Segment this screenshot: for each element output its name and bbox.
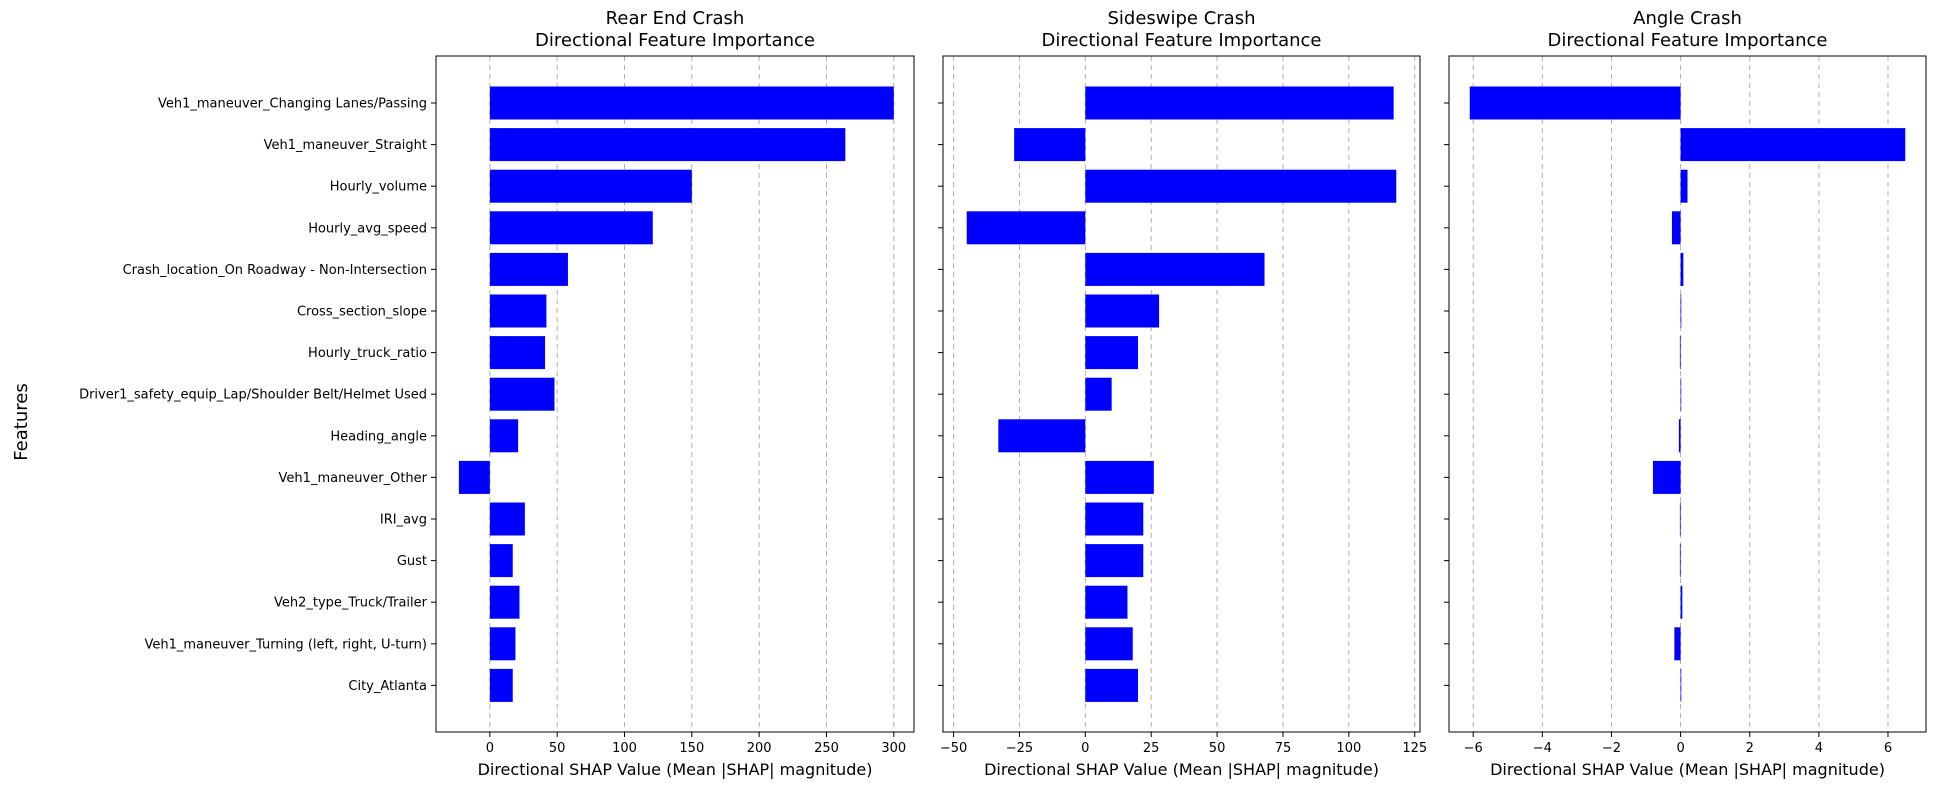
bar-9	[1678, 419, 1681, 453]
bar-14	[489, 627, 516, 661]
chart-title-line1: Angle Crash	[1633, 8, 1742, 29]
bar-4	[489, 211, 653, 245]
x-tick-label: 4	[1815, 741, 1823, 756]
y-tick-label: Hourly_avg_speed	[308, 221, 427, 236]
x-tick-label: 0	[1676, 741, 1684, 756]
bar-12	[489, 544, 513, 578]
bar-6	[1680, 294, 1682, 328]
bar-12	[1085, 544, 1144, 578]
chart-panels: 0 50 100 150 200 250 300Veh1_maneuver_Changing…	[79, 8, 1927, 779]
y-tick-label: Veh1_maneuver_Straight	[264, 138, 427, 153]
x-tick-label: −6	[1464, 741, 1483, 756]
x-tick-label: 75	[1275, 741, 1292, 756]
bar-8	[489, 377, 555, 411]
bar-5	[489, 252, 568, 286]
bar-1	[489, 86, 894, 120]
bar-14	[1085, 627, 1133, 661]
y-tick-label: Veh1_maneuver_Turning (left, right, U-tu…	[144, 637, 427, 652]
x-axis-label: Directional SHAP Value (Mean |SHAP| magn…	[984, 760, 1379, 779]
x-tick-label: 250	[814, 741, 839, 756]
bar-7	[1679, 336, 1681, 370]
y-tick-label: Veh2_type_Truck/Trailer	[274, 596, 428, 611]
x-tick-label: 0	[1081, 741, 1089, 756]
bar-11	[1085, 502, 1144, 536]
x-tick-label: 100	[612, 741, 637, 756]
y-tick-label: Hourly_truck_ratio	[308, 346, 427, 361]
bar-2	[489, 128, 846, 162]
bar-15	[1680, 668, 1682, 702]
bar-13	[1680, 585, 1683, 619]
x-tick-label: 6	[1884, 741, 1892, 756]
bar-8	[1680, 377, 1682, 411]
bar-13	[1085, 585, 1128, 619]
y-tick-label: Crash_location_On Roadway - Non-Intersec…	[123, 263, 427, 278]
bar-4	[1671, 211, 1681, 245]
x-tick-label: 300	[881, 741, 906, 756]
y-tick-label: Hourly_volume	[330, 180, 427, 195]
bar-4	[966, 211, 1086, 245]
x-tick-label: −50	[940, 741, 967, 756]
bar-6	[489, 294, 547, 328]
x-axis-label: Directional SHAP Value (Mean |SHAP| magn…	[1490, 760, 1885, 779]
figure-ylabel: Features	[11, 383, 32, 460]
bar-15	[489, 668, 513, 702]
x-tick-label: 0	[486, 741, 494, 756]
bar-13	[489, 585, 520, 619]
bar-11	[1679, 502, 1681, 536]
bar-10	[1652, 460, 1681, 494]
x-tick-label: 100	[1336, 741, 1361, 756]
bar-6	[1085, 294, 1160, 328]
x-tick-label: 125	[1402, 741, 1427, 756]
bar-10	[1085, 460, 1154, 494]
bar-1	[1469, 86, 1681, 120]
bar-2	[1680, 128, 1906, 162]
bar-5	[1680, 252, 1684, 286]
bar-7	[489, 336, 546, 370]
bar-1	[1085, 86, 1394, 120]
x-tick-label: 50	[1209, 741, 1226, 756]
chart-title-line2: Directional Feature Importance	[1042, 30, 1322, 51]
chart-title-line1: Rear End Crash	[606, 8, 745, 29]
x-tick-label: −25	[1006, 741, 1033, 756]
bar-8	[1085, 377, 1112, 411]
x-tick-label: 50	[549, 741, 566, 756]
x-axis-label: Directional SHAP Value (Mean |SHAP| magn…	[478, 760, 873, 779]
bar-15	[1085, 668, 1139, 702]
bar-9	[998, 419, 1086, 453]
bar-5	[1085, 252, 1265, 286]
chart-panel-1: 0 50 100 150 200 250 300 Veh1_maneuver_Changing…	[79, 8, 915, 779]
x-tick-label: −4	[1533, 741, 1552, 756]
bar-2	[1014, 128, 1086, 162]
y-tick-label: Cross_section_slope	[297, 305, 427, 320]
y-tick-label: Gust	[397, 554, 427, 569]
chart-title-line2: Directional Feature Importance	[1548, 30, 1828, 51]
bar-12	[1679, 544, 1681, 578]
bar-9	[489, 419, 519, 453]
y-tick-label: Veh1_maneuver_Other	[279, 471, 428, 486]
chart-title-line1: Sideswipe Crash	[1107, 8, 1255, 29]
y-tick-label: Driver1_safety_equip_Lap/Shoulder Belt/H…	[79, 388, 427, 403]
y-tick-label: Veh1_maneuver_Changing Lanes/Passing	[158, 97, 427, 112]
x-tick-label: −2	[1602, 741, 1621, 756]
y-tick-label: Heading_angle	[330, 429, 427, 444]
y-tick-label: City_Atlanta	[348, 679, 427, 694]
y-tick-label: IRI_avg	[380, 513, 427, 528]
bar-7	[1085, 336, 1139, 370]
chart-title-line2: Directional Feature Importance	[535, 30, 815, 51]
x-tick-label: 150	[679, 741, 704, 756]
bar-10	[458, 460, 490, 494]
x-tick-label: 25	[1143, 741, 1160, 756]
bar-3	[1680, 169, 1688, 203]
bar-14	[1674, 627, 1681, 661]
bar-3	[489, 169, 692, 203]
bar-3	[1085, 169, 1397, 203]
x-tick-label: 2	[1746, 741, 1754, 756]
bar-11	[489, 502, 525, 536]
x-tick-label: 200	[747, 741, 772, 756]
